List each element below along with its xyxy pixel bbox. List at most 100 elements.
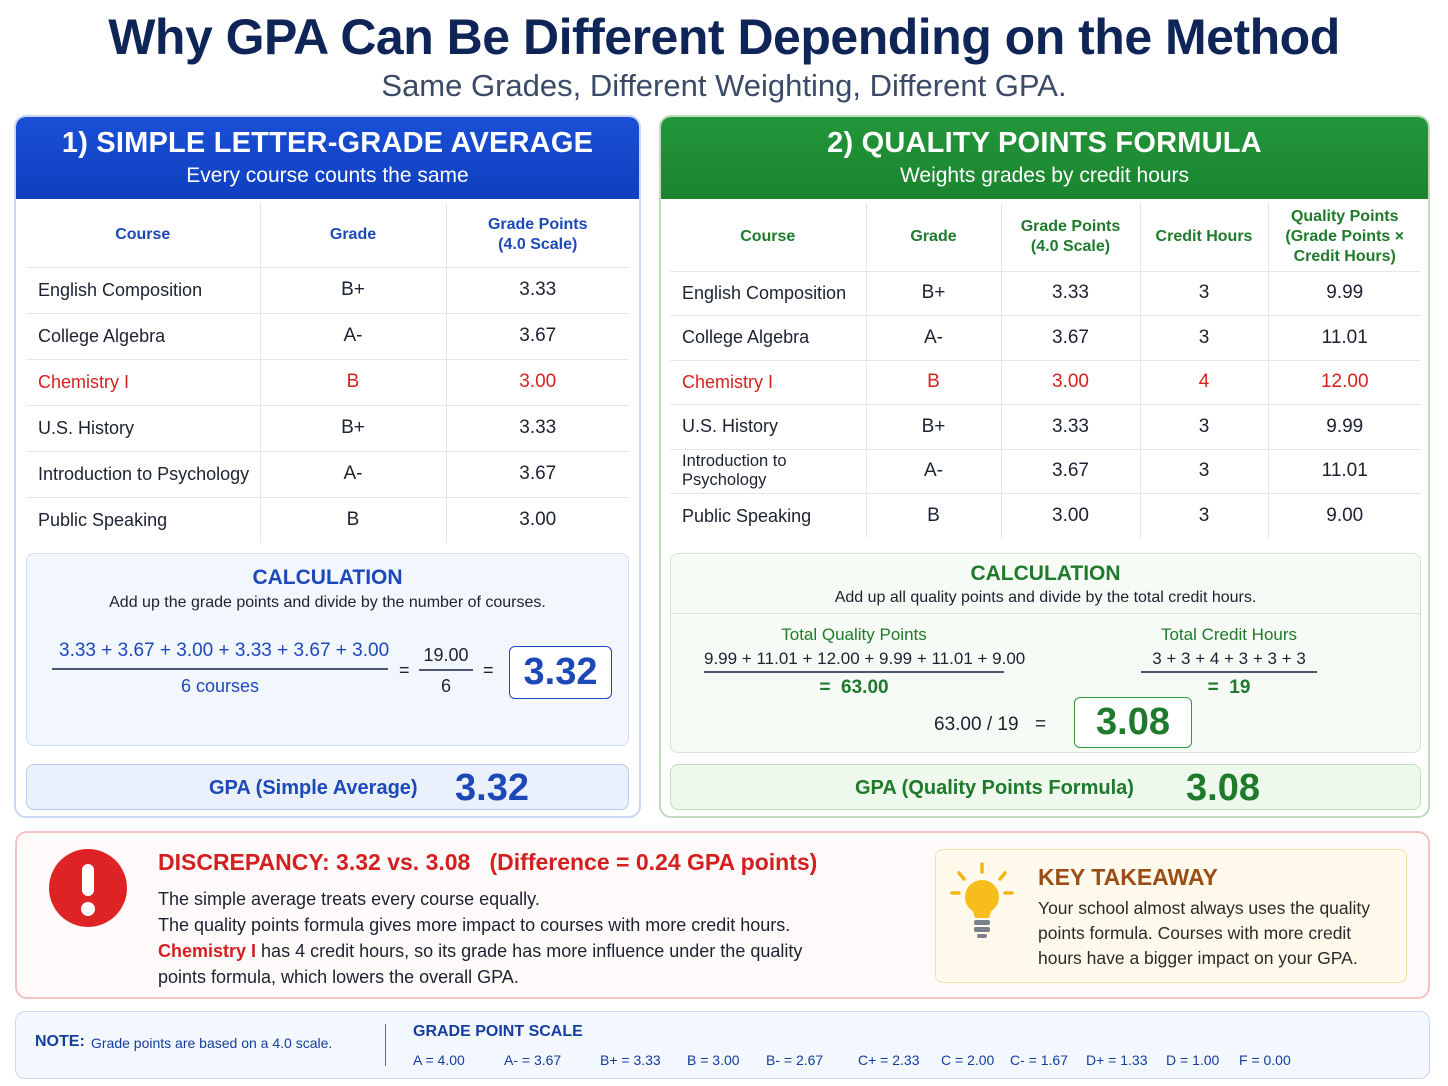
points-cell: 3.33 [1000, 404, 1140, 449]
quality-panel-title: 2) QUALITY POINTS FORMULA [827, 127, 1262, 159]
simple-gpa-bar: GPA (Simple Average) 3.32 [26, 764, 629, 810]
takeaway-line-1: Your school almost always uses the quali… [1038, 898, 1371, 918]
quality-gpa-value: 3.08 [1186, 767, 1260, 809]
table-row: English Composition B+ 3.33 [26, 266, 629, 313]
table-row-highlight: Chemistry I B 3.00 4 12.00 [670, 359, 1421, 405]
quality-cell: 9.99 [1267, 404, 1421, 449]
column-header-quality-points: Quality Points (Grade Points × Credit Hour… [1267, 203, 1421, 271]
scale-item: D+ = 1.33 [1086, 1052, 1148, 1068]
scale-item: C- = 1.67 [1010, 1052, 1068, 1068]
discrepancy-panel: DISCREPANCY: 3.32 vs. 3.08 (Difference =… [15, 831, 1430, 999]
equals-sign: = [1035, 714, 1047, 735]
grade-cell: B [865, 359, 1001, 405]
takeaway-line-2: points formula. Courses with more credit [1038, 923, 1352, 943]
points-cell: 3.67 [1000, 448, 1140, 494]
course-cell: English Composition [26, 266, 260, 313]
tqp-underline [704, 671, 1004, 673]
calc-divider [671, 613, 1420, 614]
table-row: College Algebra A- 3.67 3 11.01 [670, 315, 1421, 360]
scale-item: F = 0.00 [1239, 1052, 1291, 1068]
denominator: 6 courses [180, 676, 260, 696]
simple-gpa-label: GPA (Simple Average) [209, 777, 418, 799]
grade-cell: A- [259, 450, 446, 497]
total-credit-hours-expression: 3 + 3 + 4 + 3 + 3 + 3 [1152, 649, 1306, 668]
scale-item: B = 3.00 [687, 1052, 740, 1068]
lightbulb-icon [950, 862, 1014, 938]
column-header-course: Course [740, 227, 796, 245]
note-label: NOTE: [35, 1033, 85, 1050]
course-cell: Introduction to Psychology [26, 450, 260, 497]
table-row: Introduction to Psychology A- 3.67 3 11.01 [670, 448, 1421, 494]
quality-cell: 9.00 [1267, 493, 1421, 538]
sum-value: 19.00 [423, 645, 469, 665]
course-cell: U.S. History [26, 404, 260, 451]
simple-result-box: 3.32 [509, 646, 612, 699]
simple-calculation-box: CALCULATION Add up the grade points and … [26, 553, 629, 746]
course-cell: Chemistry I [26, 358, 260, 405]
tch-underline [1141, 671, 1317, 673]
table-row: U.S. History B+ 3.33 3 9.99 [670, 404, 1421, 449]
scale-item: B- = 2.67 [766, 1052, 824, 1068]
grade-cell: B+ [259, 404, 446, 451]
credits-cell: 3 [1139, 270, 1268, 316]
course-cell: Public Speaking [670, 493, 866, 538]
course-cell: Public Speaking [26, 496, 260, 543]
equals-sign: = [399, 660, 410, 680]
credits-cell: 4 [1139, 359, 1268, 405]
points-cell: 3.67 [1000, 315, 1140, 360]
calculation-title: CALCULATION [970, 562, 1121, 585]
credits-cell: 3 [1139, 315, 1268, 360]
quality-gpa-label: GPA (Quality Points Formula) [855, 777, 1134, 799]
column-header-grade: Grade [865, 203, 1001, 271]
course-cell: College Algebra [670, 315, 866, 360]
takeaway-line-3: hours have a bigger impact on your GPA. [1038, 948, 1358, 968]
quality-grades-table: Course Grade Grade Points (4.0 Scale) Cre… [670, 203, 1421, 538]
grade-cell: B+ [865, 270, 1001, 316]
grade-cell: B+ [259, 266, 446, 313]
count-value: 6 [440, 676, 451, 696]
calculation-description: Add up the grade points and divide by th… [109, 594, 546, 611]
table-row: U.S. History B+ 3.33 [26, 404, 629, 451]
calculation-title: CALCULATION [252, 566, 403, 589]
column-header-grade-points: Grade Points (4.0 Scale) [1000, 203, 1140, 271]
calculation-description: Add up all quality points and divide by … [834, 589, 1257, 606]
total-quality-points-value: = 63.00 [819, 677, 889, 698]
discrepancy-line-3: Chemistry I has 4 credit hours, so its g… [158, 941, 802, 962]
simple-panel-title: 1) SIMPLE LETTER-GRADE AVERAGE [61, 127, 594, 159]
note-divider [385, 1024, 386, 1066]
total-credit-hours-label: Total Credit Hours [1160, 625, 1298, 644]
simple-grades-table: Course Grade Grade Points (4.0 Scale) Eng… [26, 203, 629, 543]
table-row: Introduction to Psychology A- 3.67 [26, 450, 629, 497]
scale-item: C = 2.00 [941, 1052, 995, 1068]
quality-cell: 12.00 [1267, 359, 1421, 405]
course-cell: U.S. History [670, 404, 866, 449]
note-bar: NOTE: Grade points are based on a 4.0 sc… [15, 1011, 1430, 1079]
quality-panel-header: 2) QUALITY POINTS FORMULA Weights grades… [661, 117, 1428, 199]
page-subtitle: Same Grades, Different Weighting, Differ… [381, 68, 1067, 103]
grade-scale-title: GRADE POINT SCALE [413, 1023, 583, 1040]
course-cell: Introduction to Psychology [670, 448, 866, 494]
quality-cell: 11.01 [1267, 315, 1421, 360]
table-row-highlight: Chemistry I B 3.00 [26, 358, 629, 405]
scale-item: A- = 3.67 [504, 1052, 562, 1068]
points-cell: 3.33 [445, 404, 629, 451]
numerator: 3.33 + 3.67 + 3.00 + 3.33 + 3.67 + 3.00 [59, 640, 390, 661]
quality-panel-subtitle: Weights grades by credit hours [899, 164, 1190, 187]
grade-cell: B+ [865, 404, 1001, 449]
column-header-grade-points: Grade Points (4.0 Scale) [445, 203, 629, 267]
quality-points-panel: 2) QUALITY POINTS FORMULA Weights grades… [659, 115, 1430, 818]
discrepancy-line-3-text: has 4 credit hours, so its grade has mor… [256, 941, 803, 961]
points-cell: 3.33 [1000, 270, 1140, 316]
grade-cell: B [865, 493, 1001, 538]
grade-cell: A- [259, 312, 446, 359]
equals-sign: = [483, 660, 494, 680]
grade-cell: A- [865, 448, 1001, 494]
course-cell: College Algebra [26, 312, 260, 359]
credits-cell: 3 [1139, 404, 1268, 449]
total-quality-points-label: Total Quality Points [781, 625, 927, 644]
simple-gpa-value: 3.32 [455, 767, 529, 809]
quality-cell: 9.99 [1267, 270, 1421, 316]
quality-result-box: 3.08 [1074, 697, 1192, 748]
simple-average-panel: 1) SIMPLE LETTER-GRADE AVERAGE Every cou… [14, 115, 641, 818]
course-cell: English Composition [670, 270, 866, 316]
